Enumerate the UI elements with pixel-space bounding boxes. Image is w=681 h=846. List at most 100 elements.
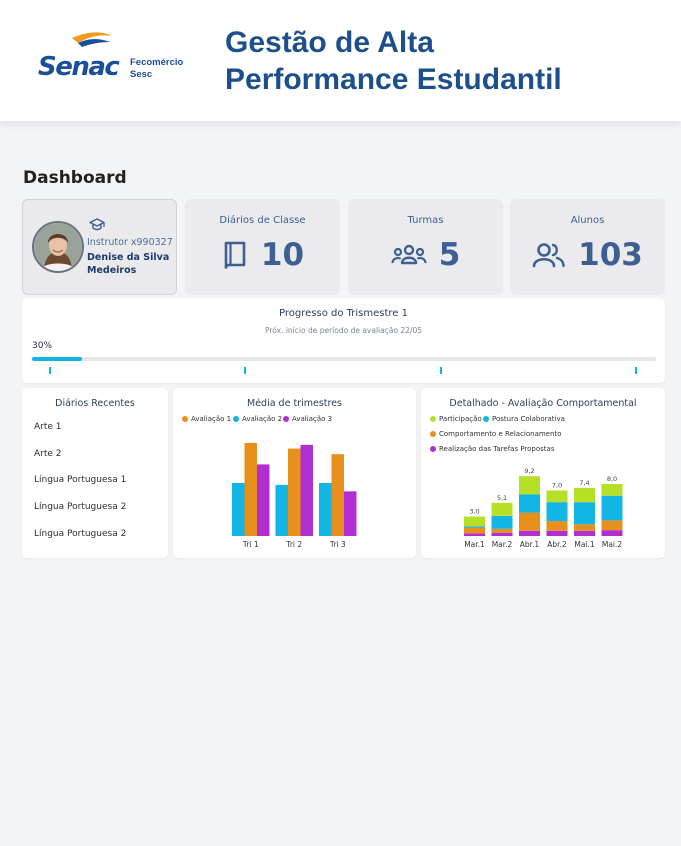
progress-milestone — [635, 367, 637, 374]
behavior-chart-panel: Detalhado - Avaliação Comportamental Par… — [421, 388, 665, 558]
legend-item-avaliacao-1[interactable]: Avaliação 1 — [182, 415, 231, 423]
bar-tri-1 — [244, 443, 257, 536]
legend-item-realizacao[interactable]: Realização das Tarefas Propostas — [430, 445, 554, 453]
progress-milestone — [440, 367, 442, 374]
x-tick-label: Abr.1 — [520, 540, 540, 549]
bar-tri-2 — [288, 448, 301, 536]
stacked-bar-segment — [519, 476, 540, 495]
bar-tri-2 — [300, 444, 313, 536]
legend-item-postura[interactable]: Postura Colaborativa — [483, 415, 565, 423]
stat-value: 103 — [578, 237, 643, 273]
stat-card-diarios[interactable]: Diários de Classe 10 — [185, 199, 340, 295]
legend-item-avaliacao-3[interactable]: Avaliação 3 — [283, 415, 332, 423]
bar-tri-1 — [232, 482, 245, 536]
list-item[interactable]: Arte 1 — [34, 422, 62, 432]
profile-name: Denise da Silva Medeiros — [87, 252, 170, 276]
stacked-bar-segment — [601, 484, 623, 496]
page-title: Dashboard — [23, 168, 127, 188]
behavior-chart: 3,0 Mar.1 5,1 Mar.2 9,2 Abr.1 7,0 Abr.2 7,4 Mai.1… — [464, 467, 623, 549]
x-tick-label: Tri 1 — [242, 540, 259, 549]
legend-item-participacao[interactable]: Participação — [430, 415, 482, 423]
legend-item-avaliacao-2[interactable]: Avaliação 2 — [233, 415, 282, 423]
stacked-bar-segment — [546, 502, 568, 522]
stacked-bar-segment — [546, 530, 568, 536]
bar-tri-3 — [331, 454, 344, 536]
legend-item-comportamento[interactable]: Comportamento e Relacionamento — [430, 430, 561, 438]
recent-title: Diários Recentes — [55, 398, 135, 409]
logo-swoosh-icon — [72, 32, 112, 47]
stacked-bar-segment — [491, 515, 513, 529]
stacked-bar-segment — [546, 521, 568, 531]
stat-card-alunos[interactable]: Alunos 103 — [510, 199, 665, 295]
stacked-bar-segment — [464, 516, 485, 527]
legend-label: Realização das Tarefas Propostas — [439, 445, 555, 453]
stacked-bar-segment — [491, 528, 513, 533]
stacked-bar-segment — [491, 532, 513, 536]
list-item[interactable]: Língua Portuguesa 1 — [34, 475, 127, 486]
quarterly-average-chart: Tri 1 Tri 2 Tri 3 — [232, 443, 357, 549]
progress-percent: 30% — [32, 341, 53, 351]
stacked-bar-segment — [491, 502, 513, 516]
stacked-bar-segment — [546, 490, 568, 503]
book-icon — [224, 241, 246, 269]
stacked-bar-segment — [601, 495, 623, 521]
stacked-bar-segment — [574, 530, 595, 536]
bar-tri-3 — [319, 482, 332, 536]
quarterly-average-chart-panel: Média de trimestres Avaliação 1 Avaliaçã… — [173, 388, 416, 558]
app-title: Gestão de Alta Performance Estudantil — [225, 24, 645, 98]
bar-tri-3 — [344, 491, 357, 536]
data-label: 9,2 — [524, 467, 534, 475]
logo-sub-fecomercio: Fecomércio — [130, 57, 184, 68]
stacked-bar-segment — [519, 530, 540, 536]
progress-fill — [32, 357, 82, 361]
progress-milestone — [244, 367, 246, 374]
data-label: 5,1 — [497, 494, 507, 502]
senac-logo[interactable]: Senac Fecomércio Sesc — [38, 30, 198, 86]
stacked-bar-segment — [601, 530, 623, 536]
data-label: 3,0 — [469, 508, 479, 516]
graduation-cap-icon — [89, 217, 105, 236]
stacked-bar-segment — [519, 494, 540, 513]
recent-list: Arte 1 Arte 2 Língua Portuguesa 1 Língua… — [34, 420, 126, 553]
data-label: 7,0 — [552, 482, 562, 490]
legend-label: Avaliação 3 — [292, 415, 333, 423]
legend-label: Avaliação 2 — [242, 415, 283, 423]
stat-label: Alunos — [570, 215, 605, 226]
stacked-bar-segment — [601, 520, 623, 531]
bar-tri-1 — [257, 464, 270, 536]
x-tick-label: Mar.1 — [464, 540, 485, 549]
list-item[interactable]: Língua Portuguesa 2 — [34, 528, 127, 539]
legend-label: Postura Colaborativa — [492, 415, 565, 423]
x-tick-label: Mar.2 — [492, 540, 513, 549]
bar-tri-2 — [275, 484, 288, 536]
stat-label: Turmas — [407, 215, 444, 226]
stacked-bar-segment — [464, 533, 485, 536]
stacked-bar-segment — [574, 487, 595, 503]
stat-card-turmas[interactable]: Turmas 5 — [348, 199, 503, 295]
chart-title: Detalhado - Avaliação Comportamental — [449, 398, 637, 409]
x-tick-label: Tri 2 — [285, 540, 302, 549]
data-label: 7,4 — [579, 479, 589, 487]
legend-label: Avaliação 1 — [191, 415, 232, 423]
list-item[interactable]: Arte 2 — [34, 448, 62, 459]
avatar — [32, 221, 84, 273]
profile-role: Instrutor x990327 — [87, 237, 173, 248]
progress-subtitle: Próx. início de período de avaliação 22/… — [264, 326, 423, 335]
stat-label: Diários de Classe — [219, 215, 306, 226]
stat-value: 10 — [260, 237, 305, 273]
users-icon — [532, 243, 565, 268]
stacked-bar-segment — [574, 502, 595, 525]
progress-panel: Progresso do Trismestre 1 Próx. início d… — [22, 298, 665, 383]
logo-sub-sesc: Sesc — [130, 69, 153, 80]
recent-diaries-panel: Diários Recentes Arte 1 Arte 2 Língua Po… — [22, 388, 168, 558]
app-header: Senac Fecomércio Sesc Gestão de Alta Per… — [0, 0, 681, 121]
x-tick-label: Mai.2 — [602, 540, 623, 549]
profile-card[interactable]: Instrutor x990327 Denise da Silva Medeir… — [22, 199, 177, 295]
stacked-bar-segment — [464, 527, 485, 534]
stacked-bar-segment — [464, 526, 485, 528]
x-tick-label: Abr.2 — [547, 540, 567, 549]
data-label: 8,0 — [607, 475, 617, 483]
x-tick-label: Mai.1 — [574, 540, 595, 549]
list-item[interactable]: Língua Portuguesa 2 — [34, 502, 127, 513]
progress-track — [32, 357, 656, 361]
